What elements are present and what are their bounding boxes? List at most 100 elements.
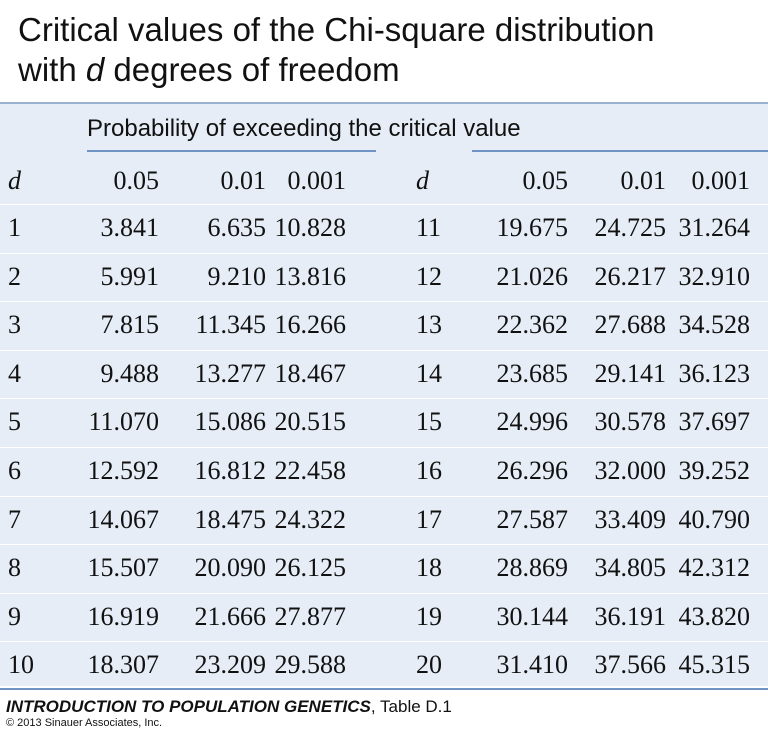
table-cell-p01: 34.805: [594, 553, 667, 582]
subheader-rule-right: [472, 150, 768, 152]
table-cell-p05: 22.362: [496, 310, 569, 339]
book-citation: INTRODUCTION TO POPULATION GENETICS, Tab…: [6, 697, 452, 717]
subheader-rule-left: [87, 150, 376, 152]
table-cell-d: 10: [8, 650, 34, 679]
title-line2-var: d: [85, 51, 105, 88]
table-cell-p01: 21.666: [194, 602, 267, 631]
row-divider: [0, 301, 768, 302]
table-cell-p01: 37.566: [594, 650, 667, 679]
row-divider: [0, 690, 768, 691]
table-cell-d: 19: [416, 602, 442, 631]
table-cell-p05: 3.841: [100, 213, 160, 242]
title-line2: with d degrees of freedom: [18, 50, 654, 90]
column-header-right-p01: 0.01: [620, 166, 667, 195]
table-cell-p001: 26.125: [274, 553, 347, 582]
table-cell-p001: 37.697: [678, 407, 751, 436]
table-cell-d: 13: [416, 310, 442, 339]
table-cell-p05: 21.026: [496, 262, 569, 291]
table-cell-p01: 13.277: [194, 359, 267, 388]
table-cell-d: 20: [416, 650, 442, 679]
row-divider: [0, 350, 768, 351]
table-cell-d: 17: [416, 505, 442, 534]
table-cell-p01: 33.409: [594, 505, 667, 534]
table-cell-p001: 42.312: [678, 553, 751, 582]
table-cell-d: 8: [8, 553, 21, 582]
table-cell-p01: 18.475: [194, 505, 267, 534]
table-cell-p001: 24.322: [274, 505, 347, 534]
table-cell-p001: 27.877: [274, 602, 347, 631]
table-cell-d: 2: [8, 262, 21, 291]
probability-subheader: Probability of exceeding the critical va…: [87, 115, 521, 142]
column-header-right-p001: 0.001: [691, 166, 751, 195]
table-cell-p01: 26.217: [594, 262, 667, 291]
table-cell-p05: 16.919: [87, 602, 160, 631]
table-cell-p001: 31.264: [678, 213, 751, 242]
table-cell-d: 18: [416, 553, 442, 582]
table-cell-d: 12: [416, 262, 442, 291]
table-cell-d: 1: [8, 213, 21, 242]
table-cell-d: 9: [8, 602, 21, 631]
table-cell-p05: 11.070: [88, 407, 159, 436]
table-cell-p05: 15.507: [87, 553, 160, 582]
table-cell-p01: 16.812: [194, 456, 267, 485]
table-cell-p01: 36.191: [594, 602, 667, 631]
row-divider: [0, 253, 768, 254]
table-cell-d: 15: [416, 407, 442, 436]
table-cell-p01: 24.725: [594, 213, 667, 242]
table-cell-p05: 26.296: [496, 456, 569, 485]
table-cell-p01: 27.688: [594, 310, 667, 339]
title-line1: Critical values of the Chi-square distri…: [18, 11, 655, 48]
table-cell-p001: 18.467: [274, 359, 347, 388]
table-cell-p01: 23.209: [194, 650, 267, 679]
table-cell-p01: 15.086: [194, 407, 267, 436]
table-cell-p05: 18.307: [87, 650, 160, 679]
table-cell-p001: 43.820: [678, 602, 751, 631]
row-divider: [0, 593, 768, 594]
page-title: Critical values of the Chi-square distri…: [18, 10, 654, 90]
column-header-left-d: d: [8, 166, 21, 195]
table-cell-p05: 7.815: [100, 310, 160, 339]
table-cell-p001: 45.315: [678, 650, 751, 679]
table-cell-p05: 23.685: [496, 359, 569, 388]
table-cell-p001: 16.266: [274, 310, 347, 339]
table-cell-p01: 6.635: [207, 213, 267, 242]
title-box: Critical values of the Chi-square distri…: [0, 0, 768, 104]
table-cell-d: 14: [416, 359, 442, 388]
row-divider: [0, 496, 768, 497]
table-cell-p05: 24.996: [496, 407, 569, 436]
row-divider: [0, 544, 768, 545]
table-cell-p001: 22.458: [274, 456, 347, 485]
title-line2-suffix: degrees of freedom: [104, 51, 400, 88]
title-line2-prefix: with: [18, 51, 86, 88]
table-cell-p05: 14.067: [87, 505, 160, 534]
table-cell-p01: 20.090: [194, 553, 267, 582]
table-cell-d: 16: [416, 456, 442, 485]
row-divider: [0, 447, 768, 448]
table-cell-p05: 30.144: [496, 602, 569, 631]
table-cell-p05: 19.675: [496, 213, 569, 242]
book-title: INTRODUCTION TO POPULATION GENETICS: [6, 697, 371, 716]
table-cell-d: 3: [8, 310, 21, 339]
table-cell-p001: 13.816: [274, 262, 347, 291]
table-cell-d: 7: [8, 505, 21, 534]
column-header-right-d: d: [416, 166, 429, 195]
row-divider: [0, 641, 768, 642]
table-cell-p01: 11.345: [195, 310, 266, 339]
table-area: [0, 104, 768, 686]
table-cell-p05: 27.587: [496, 505, 569, 534]
table-cell-p05: 28.869: [496, 553, 569, 582]
table-cell-d: 11: [416, 213, 442, 242]
table-cell-p001: 39.252: [678, 456, 751, 485]
column-header-right-p05: 0.05: [522, 166, 569, 195]
row-divider: [0, 398, 768, 399]
table-cell-d: 6: [8, 456, 21, 485]
table-cell-p001: 10.828: [274, 213, 347, 242]
table-cell-p05: 9.488: [100, 359, 160, 388]
table-cell-d: 5: [8, 407, 21, 436]
table-cell-p001: 20.515: [274, 407, 347, 436]
copyright: © 2013 Sinauer Associates, Inc.: [6, 717, 163, 729]
table-cell-p001: 29.588: [274, 650, 347, 679]
table-cell-p01: 9.210: [207, 262, 267, 291]
table-cell-p001: 34.528: [678, 310, 751, 339]
footer-rule: [0, 688, 768, 690]
